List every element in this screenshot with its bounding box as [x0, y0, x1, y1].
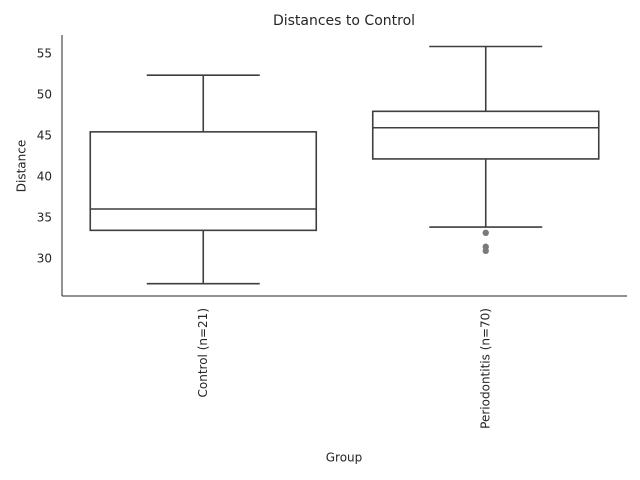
y-tick-label: 55 — [37, 46, 52, 60]
outlier — [482, 229, 489, 237]
box — [371, 110, 600, 160]
y-tick-label: 30 — [37, 252, 52, 266]
y-tick-label: 50 — [37, 87, 52, 101]
y-tick-label: 45 — [37, 128, 52, 142]
outlier — [482, 247, 489, 255]
y-tick-label: 35 — [37, 211, 52, 225]
chart-title: Distances to Control — [273, 13, 415, 29]
x-axis-label: Group — [326, 451, 363, 465]
x-tick-label: Control (n=21) — [196, 308, 210, 397]
y-axis-label: Distance — [15, 140, 29, 192]
x-tick-label: Periodontitis (n=70) — [478, 308, 492, 429]
box — [89, 131, 318, 232]
y-tick-label: 40 — [37, 169, 52, 183]
